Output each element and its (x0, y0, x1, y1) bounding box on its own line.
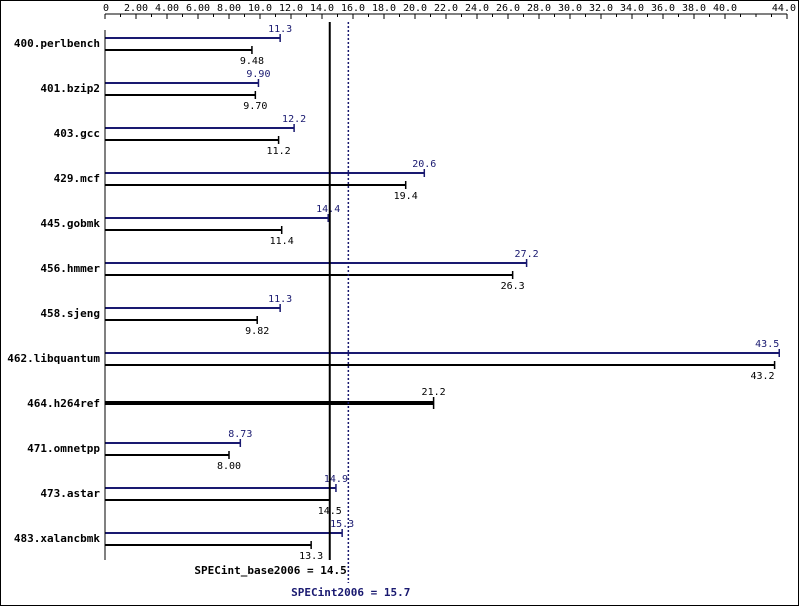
category-label: 445.gobmk (40, 217, 100, 230)
base-value-label: 13.3 (299, 551, 323, 562)
base-value-label: 43.2 (751, 371, 775, 382)
base-value-label: 19.4 (394, 191, 418, 202)
category-label: 473.astar (40, 487, 100, 500)
category-label: 483.xalancbmk (14, 532, 100, 545)
peak-value-label: 12.2 (282, 114, 306, 125)
x-tick-label: 2.00 (124, 3, 148, 14)
x-tick-label: 16.0 (341, 3, 365, 14)
category-label: 401.bzip2 (40, 82, 100, 95)
peak-value-label: 14.9 (324, 474, 348, 485)
x-tick-label: 6.00 (186, 3, 210, 14)
x-tick-label: 24.0 (465, 3, 489, 14)
category-label: 458.sjeng (40, 307, 100, 320)
peak-value-label: 27.2 (515, 249, 539, 260)
peak-value-label: 8.73 (228, 429, 252, 440)
x-tick-label: 10.0 (248, 3, 272, 14)
x-tick-label: 40.0 (713, 3, 737, 14)
base-value-label: 9.70 (243, 101, 267, 112)
base-value-label: 11.4 (270, 236, 294, 247)
x-tick-label: 30.0 (558, 3, 582, 14)
base-reference-label: SPECint_base2006 = 14.5 (194, 564, 346, 577)
peak-value-label: 15.3 (330, 519, 354, 530)
category-label: 400.perlbench (14, 37, 100, 50)
peak-value-label: 14.4 (316, 204, 340, 215)
peak-value-label: 43.5 (755, 339, 779, 350)
peak-value-label: 20.6 (412, 159, 436, 170)
category-label: 464.h264ref (27, 397, 100, 410)
x-tick-label: 4.00 (155, 3, 179, 14)
reference-lines: SPECint_base2006 = 14.5 SPECint2006 = 15.… (194, 22, 410, 599)
x-tick-label: 12.0 (279, 3, 303, 14)
x-tick-label: 38.0 (682, 3, 706, 14)
x-tick-label: 14.0 (310, 3, 334, 14)
base-value-label: 26.3 (501, 281, 525, 292)
category-label: 471.omnetpp (27, 442, 100, 455)
x-tick-label: 22.0 (434, 3, 458, 14)
x-tick-label: 20.0 (403, 3, 427, 14)
x-tick-label: 0 (103, 3, 109, 14)
x-axis: 0 2.00 4.00 6.00 8.00 10.0 12.0 14.0 16.0 18.0 20.… (103, 3, 796, 19)
base-value-label: 9.48 (240, 56, 264, 67)
peak-value-label: 11.3 (268, 294, 292, 305)
base-value-label: 21.2 (422, 387, 446, 398)
category-label: 462.libquantum (7, 352, 100, 365)
base-value-label: 8.00 (217, 461, 241, 472)
bars-group: 11.3 9.48 9.90 9.70 12.2 11.2 20.6 19.4 14.4 11.4… (105, 24, 780, 562)
category-label: 456.hmmer (40, 262, 100, 275)
base-value-label: 9.82 (245, 326, 269, 337)
category-labels: 400.perlbench 401.bzip2 403.gcc 429.mcf 445.… (7, 30, 106, 560)
x-tick-label: 36.0 (651, 3, 675, 14)
category-label: 429.mcf (54, 172, 100, 185)
x-tick-label: 44.0 (772, 3, 796, 14)
peak-value-label: 9.90 (246, 69, 270, 80)
x-tick-label: 8.00 (217, 3, 241, 14)
x-tick-label: 32.0 (589, 3, 613, 14)
x-tick-label: 28.0 (527, 3, 551, 14)
x-tick-label: 18.0 (372, 3, 396, 14)
category-label: 403.gcc (54, 127, 100, 140)
peak-value-label: 11.3 (268, 24, 292, 35)
x-tick-label: 34.0 (620, 3, 644, 14)
peak-reference-label: SPECint2006 = 15.7 (291, 586, 410, 599)
base-value-label: 11.2 (267, 146, 291, 157)
x-tick-label: 26.0 (496, 3, 520, 14)
